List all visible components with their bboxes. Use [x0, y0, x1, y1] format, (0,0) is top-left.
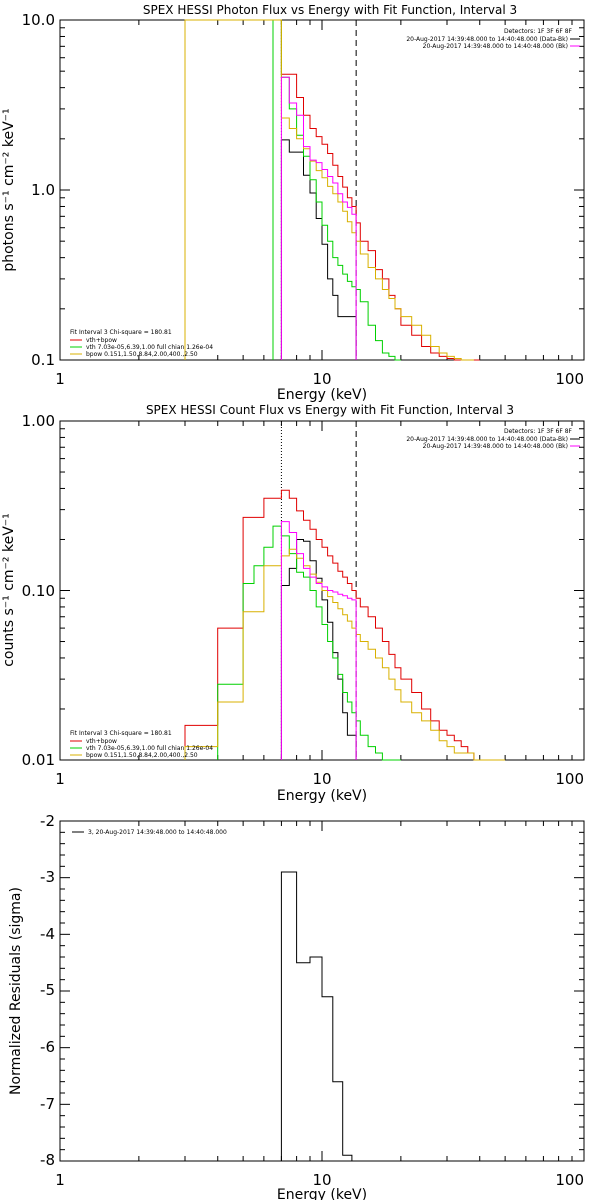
count-legend-total: vth+bpow: [86, 738, 117, 745]
residuals-ytick-label: -3: [40, 868, 55, 886]
residuals-x-axis-label: Energy (keV): [277, 1187, 367, 1200]
count-header-legend: Detectors: 1F 3F 6F 8F 20-Aug-2017 14:39…: [406, 428, 580, 450]
photon-panel-title: SPEX HESSI Photon Flux vs Energy with Fi…: [143, 3, 517, 17]
photon-x-axis-label: Energy (keV): [277, 387, 367, 403]
residuals-ytick-label: -4: [40, 925, 55, 943]
photon-legend-vth: vth 7.03e-05,6.39,1.00 full chian 1.26e-…: [86, 344, 213, 351]
count-ytick-label: 1.00: [22, 412, 55, 430]
photon-xtick-label: 100: [555, 370, 584, 388]
count-fit-chi: Fit Interval 3 Chi-square = 180.81: [70, 730, 172, 737]
photon-xtick-label: 1: [55, 370, 65, 388]
photon-fit-legend: Fit Interval 3 Chi-square = 180.81 vth+b…: [70, 329, 213, 358]
series-data-bk-histogram: [280, 139, 357, 360]
residuals-xtick-label: 1: [55, 1171, 65, 1189]
series-bk-histogram: [280, 76, 357, 360]
photon-xtick-label: 10: [312, 370, 331, 388]
count-flux-panel: SPEX HESSI Count Flux vs Energy with Fit…: [1, 403, 585, 804]
series-bk-histogram: [280, 521, 357, 760]
residuals-xtick-label: 100: [555, 1171, 584, 1189]
residuals-legend-label: 3, 20-Aug-2017 14:39:48.000 to 14:40:48.…: [88, 829, 227, 836]
photon-y-axis-label: photons s⁻¹ cm⁻² keV⁻¹: [1, 108, 17, 271]
residuals-ytick-label: -5: [40, 981, 55, 999]
series-3-20-aug-2017-14-39-48-000-to-14-40-48-000-histogram: [280, 871, 357, 1162]
count-xtick-label: 1: [55, 770, 65, 788]
residuals-panel: -8 -7 -6 -5 -4 -3 -2 1 10 100 Energy (ke…: [8, 812, 585, 1200]
photon-header-legend: Detectors: 1F 3F 6F 8F 20-Aug-2017 14:39…: [406, 28, 580, 50]
count-header-bk: 20-Aug-2017 14:39:48.000 to 14:40:48.000…: [423, 443, 568, 450]
series-vth-histogram: [217, 525, 401, 761]
photon-ytick-label: 10.0: [22, 11, 55, 29]
photon-legend-total: vth+bpow: [86, 337, 117, 344]
count-fit-legend: Fit Interval 3 Chi-square = 180.81 vth+b…: [70, 730, 213, 759]
count-axis-ticks: [59, 421, 584, 761]
residuals-ytick-label: -2: [40, 812, 55, 830]
residuals-ytick-label: -8: [40, 1151, 55, 1169]
count-y-axis-label: counts s⁻¹ cm⁻² keV⁻¹: [1, 513, 17, 667]
series-bpow-histogram: [184, 19, 474, 361]
residuals-series: [280, 871, 357, 1162]
series-vth-bpow-histogram: [184, 489, 491, 761]
photon-ytick-label: 0.1: [31, 351, 55, 369]
photon-series: [184, 19, 480, 361]
count-x-axis-label: Energy (keV): [277, 788, 367, 804]
count-legend-bpow: bpow 0.151,1.50,8.84,2.00,400.,2.50: [86, 752, 198, 759]
residuals-xtick-label: 10: [312, 1171, 331, 1189]
photon-header-data-bk: 20-Aug-2017 14:39:48.000 to 14:40:48.000…: [406, 36, 568, 43]
count-xtick-label: 10: [312, 770, 331, 788]
photon-detectors-label: Detectors: 1F 3F 6F 8F: [504, 28, 573, 35]
series-vth-bpow-histogram: [184, 19, 480, 361]
residuals-ytick-label: -7: [40, 1095, 55, 1113]
photon-fit-chi: Fit Interval 3 Chi-square = 180.81: [70, 329, 172, 336]
residuals-legend: 3, 20-Aug-2017 14:39:48.000 to 14:40:48.…: [72, 829, 227, 836]
photon-header-bk: 20-Aug-2017 14:39:48.000 to 14:40:48.000…: [423, 43, 568, 50]
count-xtick-label: 100: [555, 770, 584, 788]
photon-legend-bpow: bpow 0.151,1.50,8.84,2.00,400.,2.50: [86, 351, 198, 358]
count-header-data-bk: 20-Aug-2017 14:39:48.000 to 14:40:48.000…: [406, 436, 568, 443]
residuals-y-axis-label: Normalized Residuals (sigma): [8, 887, 24, 1095]
count-legend-vth: vth 7.03e-05,6.39,1.00 full chian 1.26e-…: [86, 745, 213, 752]
photon-axis-ticks: [59, 20, 584, 361]
residuals-axis-ticks: [59, 820, 584, 1162]
count-panel-title: SPEX HESSI Count Flux vs Energy with Fit…: [146, 403, 514, 417]
count-ytick-label: 0.01: [22, 751, 55, 769]
count-detectors-label: Detectors: 1F 3F 6F 8F: [504, 428, 573, 435]
photon-ytick-label: 1.0: [31, 181, 55, 199]
photon-flux-panel: SPEX HESSI Photon Flux vs Energy with Fi…: [1, 3, 585, 403]
count-ytick-label: 0.10: [22, 582, 55, 600]
count-series: [184, 489, 506, 761]
residuals-ytick-label: -6: [40, 1038, 55, 1056]
